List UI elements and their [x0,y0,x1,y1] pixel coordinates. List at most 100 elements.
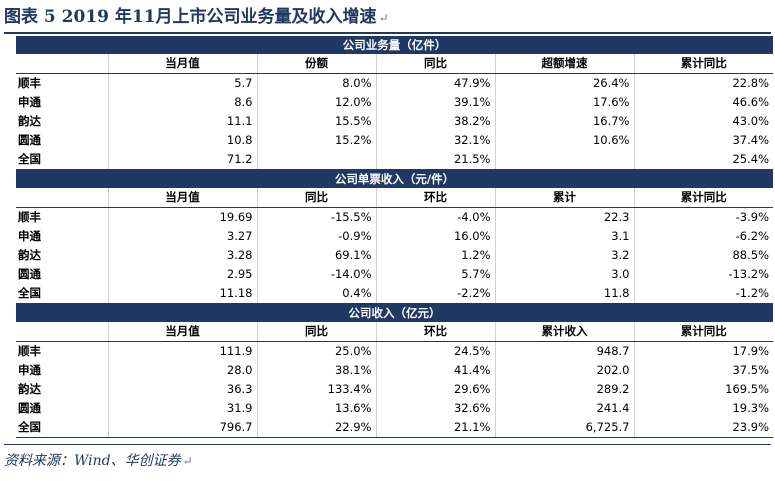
value-cell: 17.6% [495,93,635,112]
table-row: 圆通 2.95 -14.0% 5.7% 3.0 -13.2% [16,265,773,284]
value-cell [495,150,635,170]
company-name-cell: 顺丰 [16,73,109,93]
value-cell: 3.27 [108,227,258,246]
value-cell: 16.0% [376,227,496,246]
column-header: 累计同比 [634,54,774,74]
column-header-row: 当月值 同比 环比 累计收入 累计同比 [16,322,774,342]
column-header: 当月值 [108,322,258,342]
value-cell: 41.4% [376,361,496,380]
paragraph-mark-icon: ↵ [378,11,389,25]
value-cell: -6.2% [735,229,770,243]
column-header: 累计同比 [634,322,774,342]
value-cell: 22.9% [257,418,377,438]
value-cell: 948.7 [495,341,635,361]
value-cell: 22.8% [732,76,770,90]
value-cell: 241.4 [495,399,635,418]
company-name-cell: 顺丰 [16,341,109,361]
value-cell: 13.6% [257,399,377,418]
table-row: 圆通 10.8 15.2% 32.1% 10.6% 37.4% [16,131,773,150]
company-name-cell: 申通 [16,227,109,246]
table-row: 申通 28.0 38.1% 41.4% 202.0 37.5% [16,361,773,380]
value-cell: 19.69 [108,207,258,227]
value-cell: 22.3 [495,207,635,227]
table-row: 韵达 36.3 133.4% 29.6% 289.2 169.5% [16,380,773,399]
value-cell: 36.3 [108,380,258,399]
value-cell: 31.9 [108,399,258,418]
value-cell: 8.0% [257,73,377,93]
value-cell: 12.0% [257,93,377,112]
column-header-row: 当月值 同比 环比 累计 累计同比 [16,188,774,208]
value-cell: 25.0% [257,341,377,361]
value-cell: 38.2% [376,112,496,131]
table-row: 申通 3.27 -0.9% 16.0% 3.1 -6.2% [16,227,773,246]
value-cell: 24.5% [376,341,496,361]
paragraph-mark-icon: ↵ [182,454,193,468]
value-cell: 3.0 [495,265,635,284]
value-cell: -13.2% [728,267,770,281]
column-header: 同比 [376,54,496,74]
value-cell: 202.0 [495,361,635,380]
column-header: 累计收入 [495,322,635,342]
value-cell: 10.8 [108,131,258,150]
value-cell: 32.1% [376,131,496,150]
value-cell: 11.8 [495,284,635,304]
value-cell: 11.1 [108,112,258,131]
value-cell: 25.4% [634,150,774,170]
value-cell: 10.6% [495,131,635,150]
value-cell: 111.9 [108,341,258,361]
value-cell: 88.5% [732,248,770,262]
column-header: 同比 [257,188,377,208]
value-cell: 133.4% [257,380,377,399]
table-row: 申通 8.6 12.0% 39.1% 17.6% 46.6% [16,93,773,112]
company-name-cell: 韵达 [16,380,109,399]
value-cell: 69.1% [257,246,377,265]
column-header-row: 当月值 份额 同比 超额增速 累计同比 [16,54,774,74]
value-cell: -4.0% [376,207,496,227]
company-name-cell: 申通 [16,361,109,380]
table-row: 全国 796.7 22.9% 21.1% 6,725.7 23.9% [16,418,774,438]
section-header: 公司收入（亿元） [16,303,774,322]
value-cell: 3.1 [495,227,635,246]
column-header [16,322,109,342]
value-cell: 796.7 [108,418,258,438]
section-title: 公司收入（亿元） [16,303,774,322]
value-cell: 5.7 [108,73,258,93]
value-cell: 17.9% [732,344,770,358]
value-cell: 46.6% [732,95,770,109]
column-header: 环比 [376,322,496,342]
value-cell: 19.3% [732,401,770,415]
value-cell: 39.1% [376,93,496,112]
company-name-cell: 圆通 [16,131,109,150]
table-row: 顺丰 111.9 25.0% 24.5% 948.7 17.9% [16,341,773,361]
table-row: 韵达 3.28 69.1% 1.2% 3.2 88.5% [16,246,773,265]
value-cell: -1.2% [634,284,774,304]
table-row: 韵达 11.1 15.5% 38.2% 16.7% 43.0% [16,112,773,131]
figure-title: 图表 5 2019 年11月上市公司业务量及收入增速 ↵ [4,7,389,27]
value-cell: 29.6% [376,380,496,399]
column-header: 当月值 [108,54,258,74]
column-header: 同比 [257,322,377,342]
company-name-cell: 圆通 [16,399,109,418]
value-cell: 2.95 [108,265,258,284]
company-name-cell: 全国 [16,418,109,438]
value-cell: 3.2 [495,246,635,265]
column-header: 环比 [376,188,496,208]
value-cell: 43.0% [732,114,770,128]
table-row: 全国 71.2 21.5% 25.4% [16,150,774,170]
company-name-cell: 韵达 [16,246,109,265]
column-header [16,54,109,74]
column-header: 份额 [257,54,377,74]
value-cell: 6,725.7 [495,418,635,438]
value-cell: 21.5% [376,150,496,170]
value-cell: 26.4% [495,73,635,93]
section-title: 公司业务量（亿件） [16,36,774,54]
section-title: 公司单票收入（元/件） [16,169,774,188]
value-cell: -2.2% [376,284,496,304]
value-cell: 21.1% [376,418,496,438]
value-cell: -15.5% [257,207,377,227]
value-cell: -14.0% [257,265,377,284]
column-header: 累计 [495,188,635,208]
value-cell: -3.9% [735,210,770,224]
value-cell: 15.2% [257,131,377,150]
value-cell: 289.2 [495,380,635,399]
